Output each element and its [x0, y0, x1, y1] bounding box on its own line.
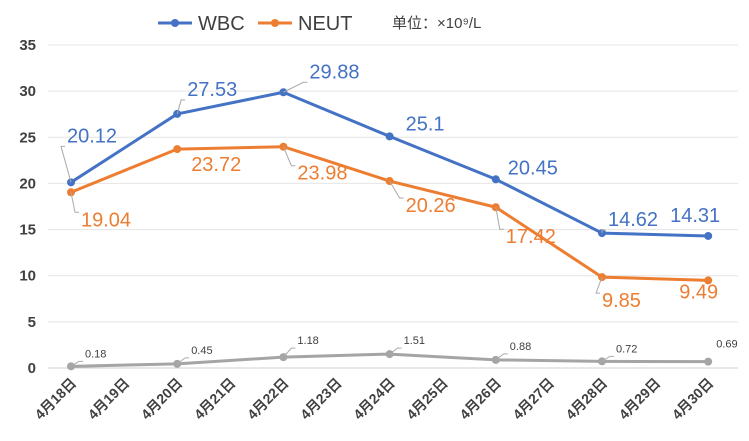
x-tick-label: 4月21日 — [191, 375, 239, 423]
x-tick-label: 4月28日 — [562, 375, 610, 423]
legend: WBC NEUT 单位：×10⁹/L — [158, 13, 481, 35]
label-leader-line — [389, 347, 402, 355]
label-leader-line — [176, 99, 186, 115]
x-tick-label: 4月19日 — [85, 375, 133, 423]
data-label: 0.88 — [510, 341, 531, 353]
x-tick-label: 4月25日 — [403, 375, 451, 423]
y-tick-label: 30 — [19, 83, 36, 100]
x-tick-label: 4月29日 — [616, 375, 664, 423]
y-axis-ticks: 0 5 10 15 20 25 30 35 — [19, 37, 36, 377]
data-point — [704, 276, 713, 285]
data-label: 20.45 — [508, 157, 558, 179]
data-label: 19.04 — [81, 209, 131, 231]
legend-wbc-marker — [171, 19, 179, 27]
data-label: 14.62 — [608, 209, 658, 231]
gridlines — [48, 44, 738, 369]
legend-neut-marker — [271, 19, 279, 27]
y-tick-label: 5 — [28, 314, 36, 331]
label-leader-line — [283, 81, 308, 93]
label-leader-line — [495, 353, 508, 361]
unit-label: 单位：×10⁹/L — [392, 15, 481, 32]
y-tick-label: 25 — [19, 129, 36, 146]
label-leader-line — [70, 192, 79, 213]
label-leader-line — [601, 355, 614, 362]
data-label: 0.45 — [191, 345, 212, 357]
data-label: 9.49 — [679, 281, 718, 303]
x-tick-label: 4月27日 — [509, 375, 557, 423]
data-point — [704, 231, 713, 240]
data-label: 0.72 — [616, 343, 637, 355]
y-tick-label: 15 — [19, 222, 36, 239]
data-label: 17.42 — [506, 226, 556, 248]
data-label: 9.85 — [602, 290, 641, 312]
label-leader-line — [70, 360, 83, 367]
legend-wbc-label: WBC — [198, 13, 245, 35]
data-label: 20.12 — [67, 125, 117, 147]
label-leader-line — [389, 180, 404, 199]
x-tick-label: 4月18日 — [31, 375, 79, 423]
legend-neut-label: NEUT — [298, 13, 352, 35]
data-label: 1.18 — [297, 335, 318, 347]
data-label: 14.31 — [670, 205, 720, 227]
label-leader-line — [495, 207, 504, 230]
x-tick-label: 4月30日 — [669, 375, 717, 423]
data-label: 25.1 — [406, 113, 445, 135]
x-tick-label: 4月23日 — [297, 375, 345, 423]
data-label: 0.69 — [716, 339, 737, 351]
data-label: 23.98 — [297, 163, 347, 185]
data-label: 27.53 — [187, 79, 237, 101]
data-point — [491, 175, 500, 184]
y-tick-label: 0 — [28, 360, 36, 377]
data-label: 1.51 — [404, 335, 425, 347]
x-tick-label: 4月22日 — [244, 375, 292, 423]
data-point — [385, 132, 394, 141]
series-neut: 19.04 23.72 23.98 20.26 17.42 9.85 9.49 — [67, 142, 718, 312]
label-leader-line — [595, 276, 603, 294]
y-tick-label: 20 — [19, 175, 36, 192]
y-tick-label: 35 — [19, 37, 36, 54]
series-wbc: 20.12 27.53 29.88 25.1 20.45 14.62 14.31 — [60, 61, 720, 240]
data-label: 0.18 — [85, 348, 106, 360]
label-leader-line — [176, 357, 190, 365]
x-tick-label: 4月24日 — [350, 375, 398, 423]
series-third: 0.18 0.45 1.18 1.51 0.88 0.72 0.69 — [67, 335, 738, 371]
data-label: 23.72 — [191, 154, 241, 176]
label-leader-line — [282, 146, 296, 167]
data-point — [173, 145, 182, 154]
label-leader-line — [601, 229, 606, 234]
x-tick-label: 4月26日 — [456, 375, 504, 423]
data-label: 29.88 — [309, 61, 359, 83]
x-axis-ticks: 4月18日 4月19日 4月20日 4月21日 4月22日 4月23日 4月24日 4月25日… — [31, 375, 716, 423]
y-tick-label: 10 — [19, 268, 36, 285]
x-tick-label: 4月20日 — [138, 375, 186, 423]
label-leader-line — [283, 347, 296, 358]
label-leader-line — [60, 145, 72, 183]
data-label: 20.26 — [406, 195, 456, 217]
data-point — [704, 357, 713, 366]
